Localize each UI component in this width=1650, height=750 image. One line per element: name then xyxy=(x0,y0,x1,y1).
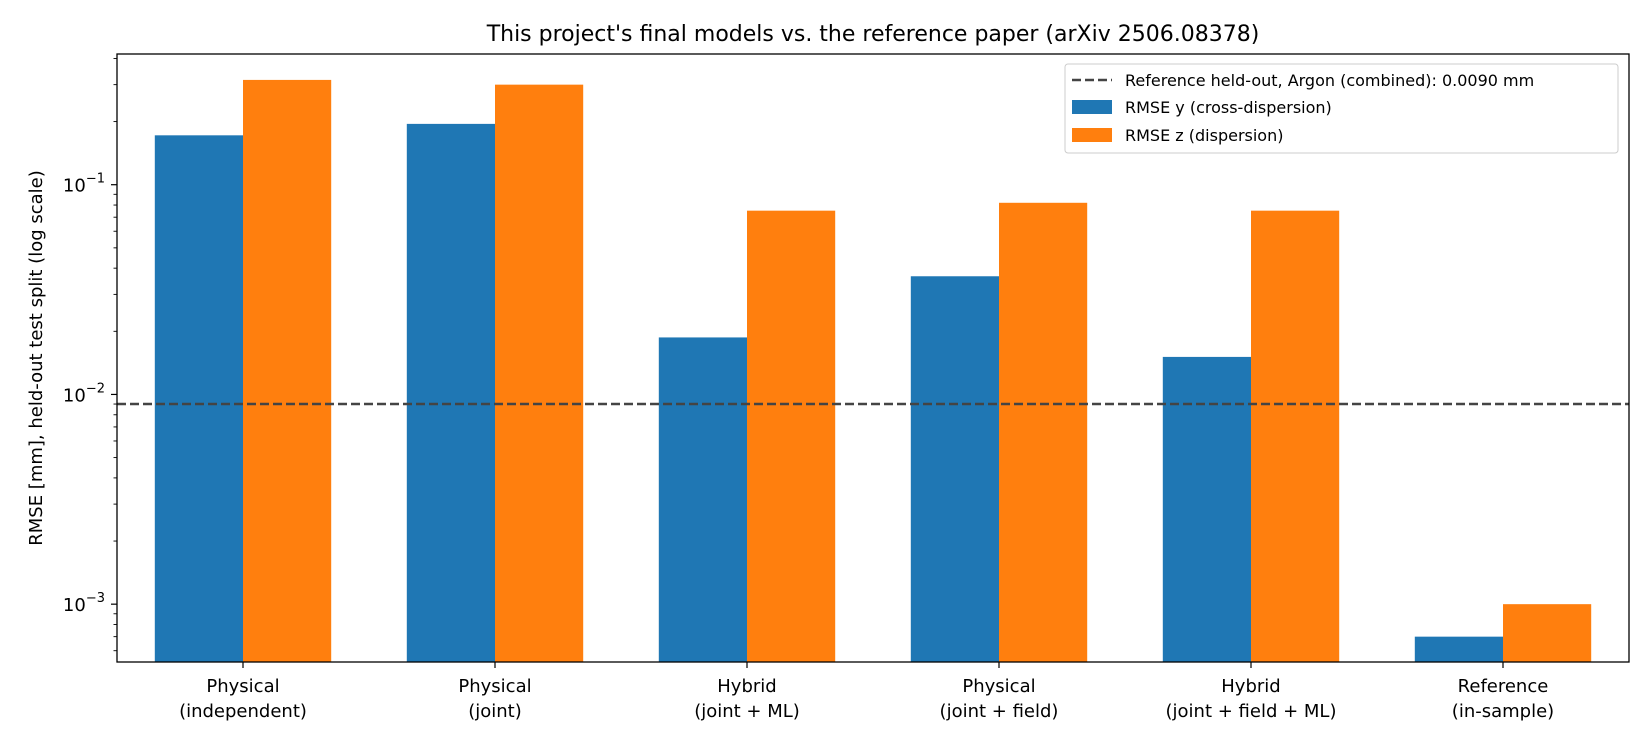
bar-rmse-z-3 xyxy=(999,202,1088,663)
bar-rmse-y-0 xyxy=(154,135,243,662)
x-tick-label-2-line-0: Hybrid xyxy=(717,676,776,697)
bar-rmse-z-1 xyxy=(495,84,584,662)
x-tick-label-1-line-1: (joint) xyxy=(468,701,522,722)
bar-rmse-y-4 xyxy=(1162,356,1251,662)
y-axis-label: RMSE [mm], held-out test split (log scal… xyxy=(26,170,47,546)
x-tick-label-3-line-0: Physical xyxy=(962,676,1035,697)
bar-rmse-y-5 xyxy=(1414,636,1503,662)
x-tick-label-4-line-0: Hybrid xyxy=(1221,676,1280,697)
x-tick-label-2-line-1: (joint + ML) xyxy=(694,701,800,722)
bar-rmse-z-0 xyxy=(243,79,332,662)
bar-rmse-y-1 xyxy=(406,123,495,662)
x-tick-label-4-line-1: (joint + field + ML) xyxy=(1166,701,1337,722)
legend-entry-rmse-z: RMSE z (dispersion) xyxy=(1125,126,1283,145)
x-tick-label-5-line-0: Reference xyxy=(1458,676,1549,697)
bars-group xyxy=(154,79,1592,663)
legend-swatch-rmse-y xyxy=(1072,100,1112,114)
plot-frame xyxy=(116,53,1630,663)
legend-entry-rmse-y: RMSE y (cross-dispersion) xyxy=(1125,98,1332,117)
x-tick-label-3-line-1: (joint + field) xyxy=(940,701,1059,722)
y-tick-label-1: 10−2 xyxy=(63,381,105,406)
bar-rmse-y-3 xyxy=(910,276,999,662)
bar-rmse-z-2 xyxy=(747,210,836,663)
legend: Reference held-out, Argon (combined): 0.… xyxy=(1064,63,1619,154)
y-axis: 10−3 10−2 10−1 xyxy=(63,57,117,652)
x-tick-label-1-line-0: Physical xyxy=(458,676,531,697)
x-axis: Physical (independent) Physical (joint) Hybr… xyxy=(179,662,1554,722)
y-tick-label-2: 10−1 xyxy=(63,172,105,197)
bar-rmse-z-5 xyxy=(1503,604,1592,662)
y-tick-label-0: 10−3 xyxy=(63,591,105,616)
x-tick-label-5-line-1: (in-sample) xyxy=(1452,701,1554,722)
bar-rmse-y-2 xyxy=(658,337,747,662)
legend-swatch-rmse-z xyxy=(1072,128,1112,142)
legend-entry-reference-line: Reference held-out, Argon (combined): 0.… xyxy=(1125,71,1534,90)
chart-title: This project's final models vs. the refe… xyxy=(486,22,1260,47)
bar-rmse-z-4 xyxy=(1251,210,1340,663)
legend-box xyxy=(1064,63,1619,154)
x-tick-label-0-line-1: (independent) xyxy=(179,701,307,722)
x-tick-label-0-line-0: Physical xyxy=(206,676,279,697)
